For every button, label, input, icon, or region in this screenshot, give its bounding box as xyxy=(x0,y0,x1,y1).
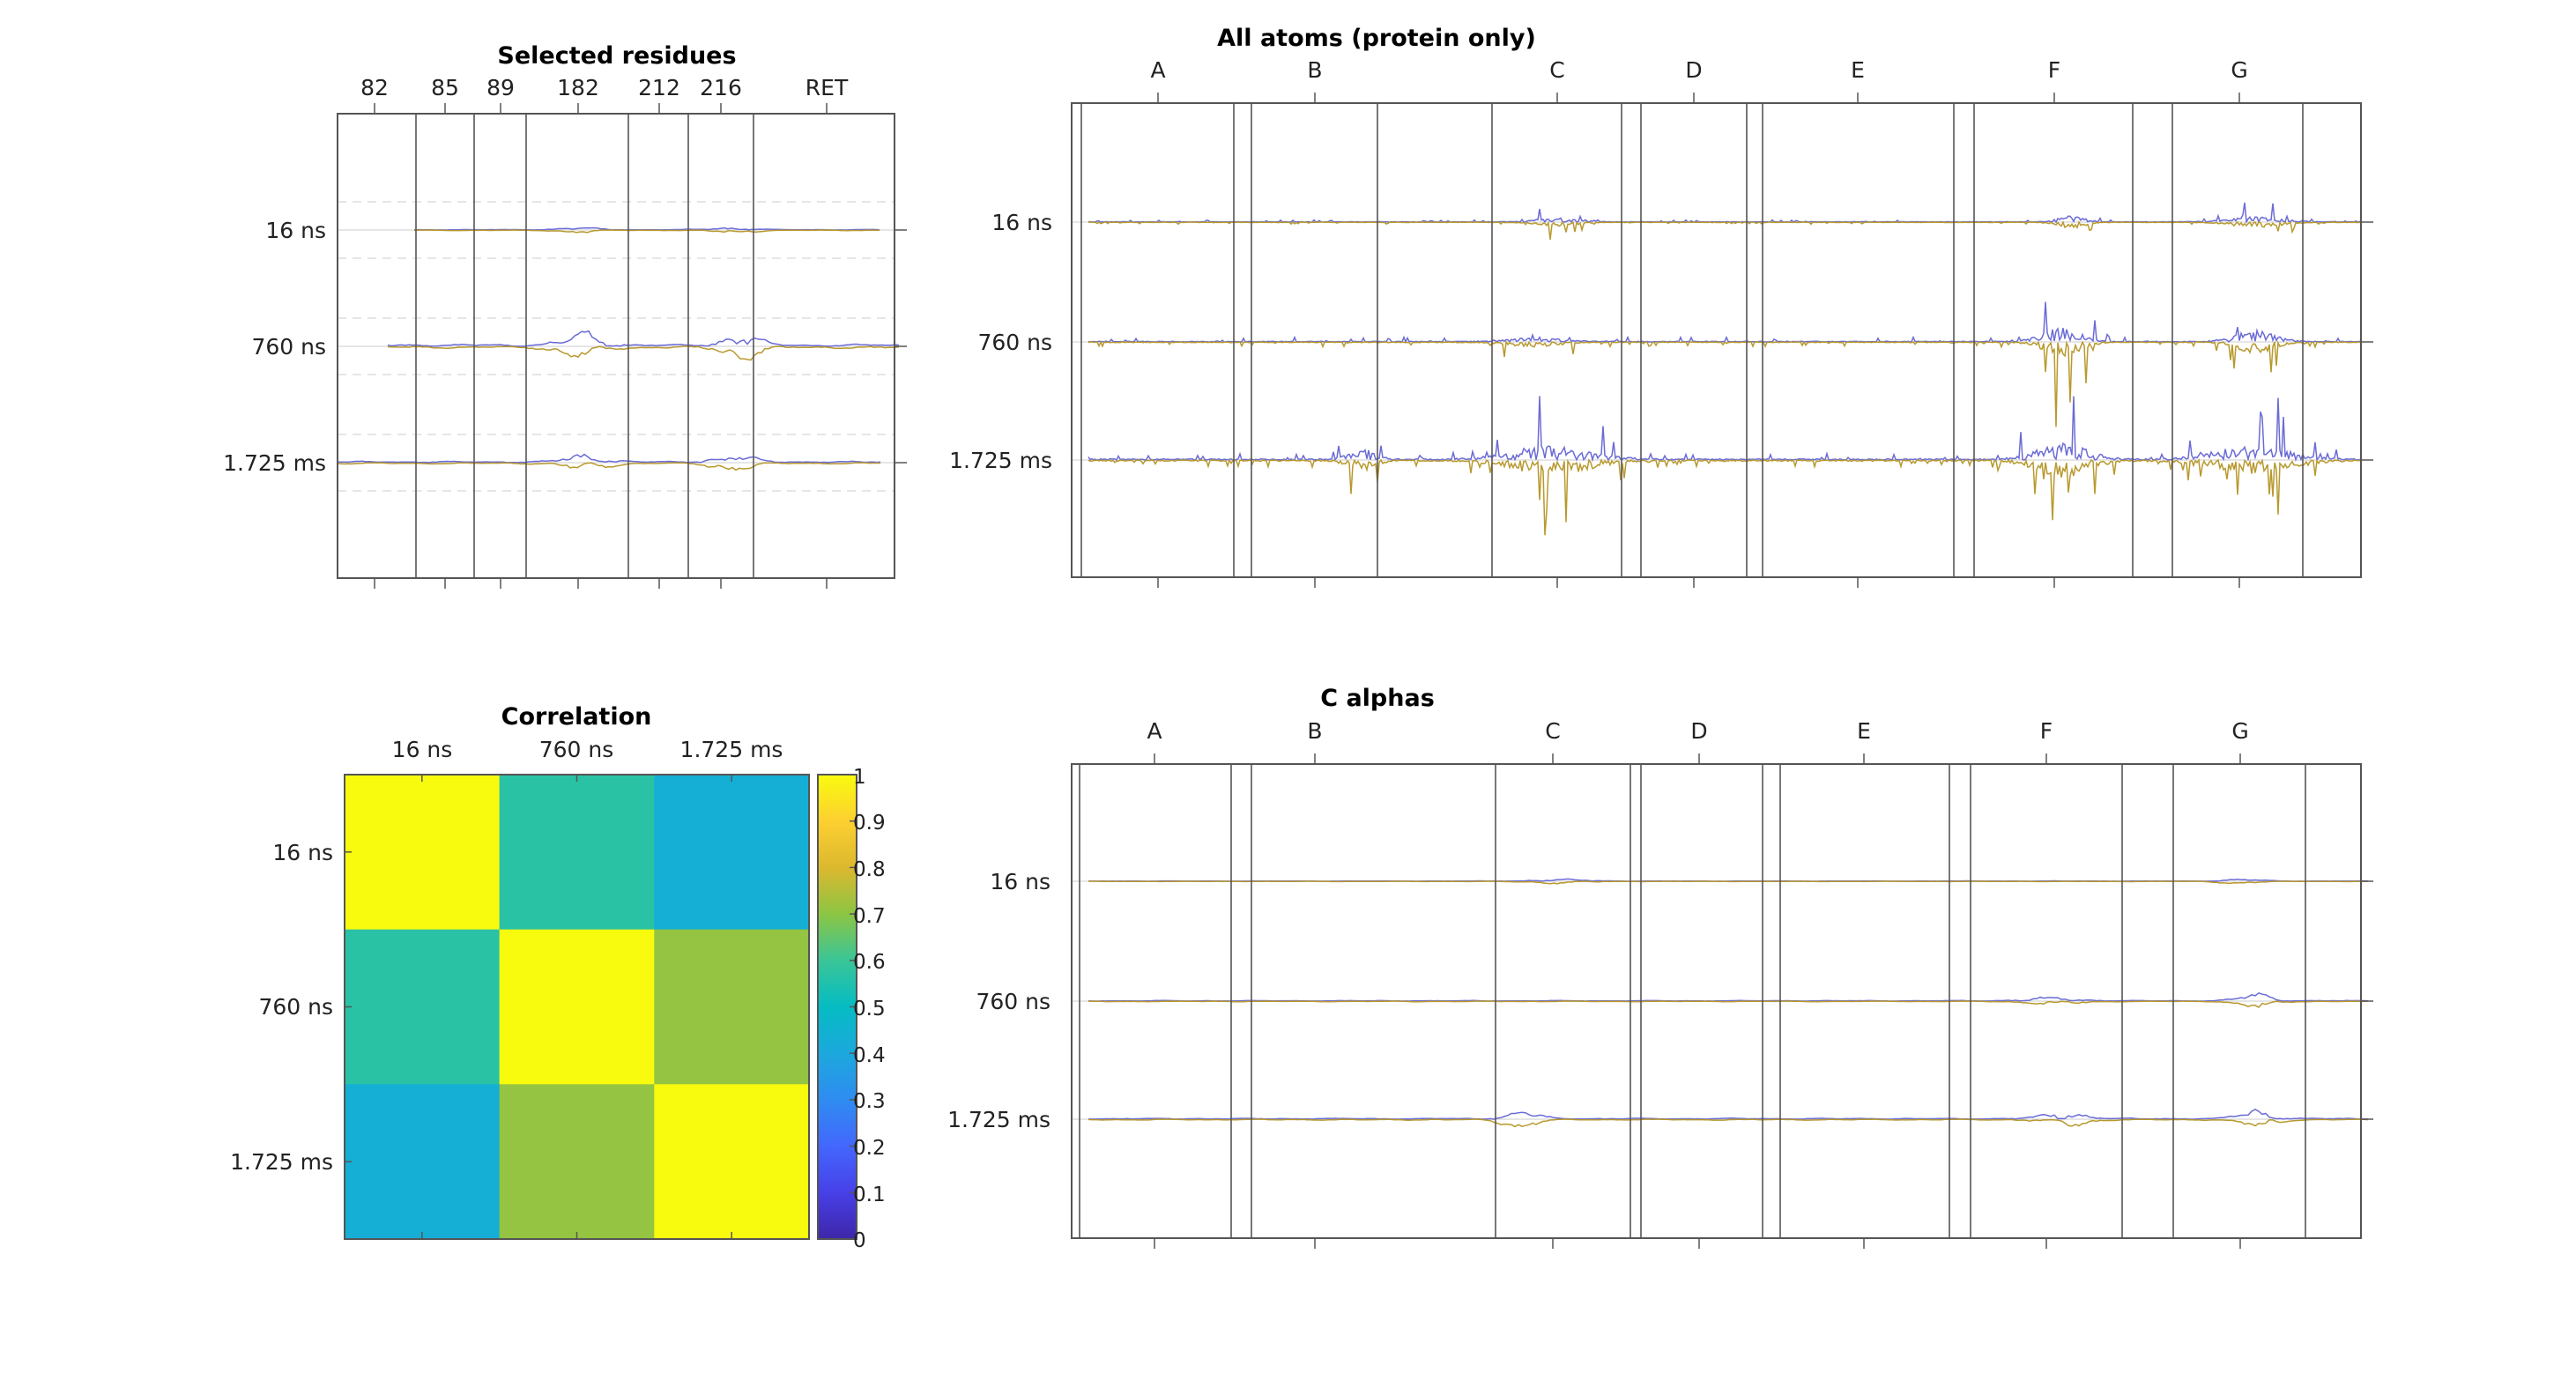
heatmap-cell xyxy=(345,775,501,931)
colorbar-tick-label: 0 xyxy=(853,1229,866,1252)
segment-dividers xyxy=(415,114,754,578)
heatmap-cell xyxy=(654,1084,810,1240)
tick-marks xyxy=(1157,93,2373,588)
colorbar-tick-label: 0.8 xyxy=(853,858,886,881)
plot-frame xyxy=(1071,102,2362,578)
y-tick-label: 1.725 ms xyxy=(230,1149,333,1175)
row-label: 1.725 ms xyxy=(949,448,1052,473)
top-tick-label: D xyxy=(1685,57,1702,83)
top-tick-label: F xyxy=(2040,718,2053,744)
x-tick-label: 1.725 ms xyxy=(680,737,783,762)
trace-blue xyxy=(338,453,881,464)
y-tick-label: 760 ns xyxy=(258,994,333,1020)
heatmap-cell xyxy=(654,929,810,1085)
top-tick-label: 85 xyxy=(431,75,459,100)
heatmap-cell xyxy=(345,929,501,1085)
heatmap-cell xyxy=(499,1084,655,1240)
trace-group xyxy=(1072,878,2369,1128)
top-tick-label: 216 xyxy=(700,75,742,100)
colorbar-tick-label: 0.3 xyxy=(853,1090,886,1113)
top-tick-label: C xyxy=(1549,57,1564,83)
panel-title: C alphas xyxy=(1320,685,1435,712)
y-tick-label: 16 ns xyxy=(272,840,333,865)
top-tick-label: 89 xyxy=(486,75,515,100)
top-tick-label: E xyxy=(1857,718,1871,744)
segment-dividers xyxy=(1079,764,2306,1238)
trace-gold xyxy=(387,345,900,361)
row-label: 16 ns xyxy=(990,869,1050,894)
panel-c-alphas: C alphas A B C D E F G 16 ns 760 ns 1.72… xyxy=(947,685,2373,1249)
heatmap-cell xyxy=(345,1084,501,1240)
trace-gold xyxy=(1088,458,2362,536)
heatmap-cell xyxy=(654,775,810,931)
top-tick-label: G xyxy=(2231,57,2247,83)
trace-group xyxy=(1072,202,2362,536)
x-tick-label: 760 ns xyxy=(539,737,614,762)
top-tick-label: A xyxy=(1150,57,1165,83)
trace-gold xyxy=(1088,339,2362,427)
colorbar-tick-label: 0.2 xyxy=(853,1137,886,1160)
row-label: 760 ns xyxy=(251,334,326,360)
segment-dividers xyxy=(1080,103,2304,577)
top-tick-label: B xyxy=(1307,57,1322,83)
top-tick-label: C xyxy=(1545,718,1560,744)
top-tick-label: B xyxy=(1307,718,1322,744)
tick-marks xyxy=(345,775,732,1239)
trace-group xyxy=(337,201,900,492)
panel-all-atoms: All atoms (protein only) A B C D E F G 1… xyxy=(949,25,2373,588)
tick-marks xyxy=(374,103,907,589)
row-label: 1.725 ms xyxy=(947,1107,1050,1132)
top-tick-label: A xyxy=(1147,718,1162,744)
row-label: 760 ns xyxy=(976,989,1050,1014)
trace-blue xyxy=(387,330,900,347)
row-label: 16 ns xyxy=(991,210,1052,235)
panel-selected-residues: Selected residues 82 85 89 182 212 216 R… xyxy=(223,42,907,589)
row-label: 760 ns xyxy=(977,330,1052,355)
row-label: 1.725 ms xyxy=(223,450,326,476)
top-tick-label: F xyxy=(2048,57,2060,83)
heatmap-cell xyxy=(499,929,655,1085)
colorbar-tick-label: 0.6 xyxy=(853,951,886,974)
trace-gold xyxy=(1088,880,2368,885)
top-tick-label: G xyxy=(2231,718,2248,744)
heatmap-cell xyxy=(499,775,655,931)
top-tick-label: 212 xyxy=(638,75,680,100)
colorbar-tick-label: 0.9 xyxy=(853,812,886,835)
colorbar-tick-label: 0.5 xyxy=(853,998,886,1020)
colorbar-ticks xyxy=(850,774,857,1240)
panel-title: Correlation xyxy=(501,703,652,731)
tick-marks xyxy=(1154,753,2373,1249)
panel-correlation: Correlation 16 ns 760 ns 1.725 ms 16 ns … xyxy=(230,703,885,1252)
trace-gold xyxy=(1088,220,2361,240)
top-tick-label: E xyxy=(1851,57,1865,83)
panel-title: Selected residues xyxy=(497,42,736,70)
colorbar-tick-label: 0.4 xyxy=(853,1044,886,1067)
trace-gold xyxy=(1088,1000,2369,1008)
panel-title: All atoms (protein only) xyxy=(1217,25,1536,52)
trace-gold xyxy=(337,462,880,471)
trace-blue xyxy=(1088,396,2362,463)
trace-gold xyxy=(1088,1118,2369,1128)
trace-gold xyxy=(414,229,880,234)
colorbar-tick-label: 0.1 xyxy=(853,1184,886,1206)
colorbar-tick-label: 0.7 xyxy=(853,905,886,928)
top-tick-label: RET xyxy=(805,75,849,100)
colorbar-tick-label: 1 xyxy=(853,766,866,789)
top-tick-label: 82 xyxy=(360,75,389,100)
top-tick-label: D xyxy=(1690,718,1707,744)
heatmap-cells xyxy=(345,775,810,1240)
x-tick-label: 16 ns xyxy=(392,737,453,762)
row-label: 16 ns xyxy=(265,218,326,243)
top-tick-label: 182 xyxy=(557,75,599,100)
